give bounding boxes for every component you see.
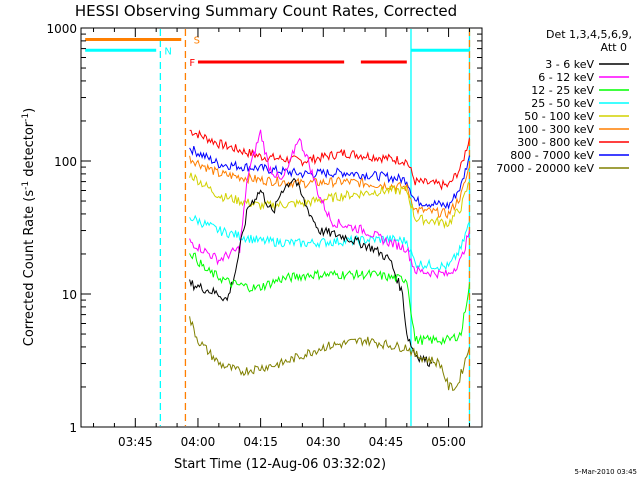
series-line-1 (189, 129, 470, 191)
y-axis-label-main: Corrected Count Rate (s (22, 190, 37, 347)
series-line-2 (189, 145, 470, 211)
flag-f-label: F (189, 58, 195, 69)
y-axis-label-end: ) (22, 108, 37, 113)
chart-title: HESSI Observing Summary Count Rates, Cor… (75, 2, 457, 20)
y-axis-label-sup2: -1 (21, 113, 31, 122)
y-axis-label-sup1: -1 (21, 181, 31, 190)
y-axis-label: Corrected Count Rate (s-1 detector-1) (21, 108, 37, 346)
series-line-7 (189, 177, 433, 368)
legend-label-3: 12 - 25 keV (531, 84, 594, 97)
legend-label-1: 3 - 6 keV (545, 58, 594, 71)
legend-label-9: 7000 - 20000 keV (496, 162, 594, 175)
marker-lines (159, 29, 471, 426)
series-line-6 (189, 129, 470, 280)
x-tick-label-6: 05:00 (431, 435, 466, 449)
footer-timestamp: 5-Mar-2010 03:45 (575, 468, 637, 476)
x-tick-label-1: 03:45 (118, 435, 153, 449)
flag-n-label: N (164, 46, 171, 57)
legend-label-6: 100 - 300 keV (517, 123, 594, 136)
legend-label-7: 300 - 800 keV (517, 136, 594, 149)
x-tick-label-3: 04:15 (243, 435, 278, 449)
y-tick-label-3: 100 (54, 155, 77, 169)
series-line-9 (189, 316, 470, 392)
y-axis-ticks: 1 10 100 1000 (46, 22, 482, 435)
legend-label-4: 25 - 50 keV (531, 97, 594, 110)
flag-s-label: S (194, 35, 200, 46)
x-tick-label-5: 04:45 (369, 435, 404, 449)
series-line-3 (189, 155, 470, 220)
flag-bars: S N F (85, 35, 470, 69)
legend-label-2: 6 - 12 keV (538, 71, 594, 84)
legend-label-8: 800 - 7000 keV (510, 149, 594, 162)
series-line-5 (189, 214, 470, 271)
y-tick-label-1: 1 (69, 421, 77, 435)
x-tick-label-2: 04:00 (181, 435, 216, 449)
series-line-8 (189, 252, 470, 346)
legend-header-line2: Att 0 (601, 41, 627, 54)
y-tick-label-4: 1000 (46, 22, 77, 36)
series-group (189, 129, 470, 392)
y-axis-label-mid: detector (22, 121, 37, 181)
legend-header-line1: Det 1,3,4,5,6,9, (546, 28, 632, 41)
x-axis-ticks: 03:45 04:00 04:15 04:30 04:45 05:00 (93, 28, 470, 449)
legend-label-5: 50 - 100 keV (524, 110, 594, 123)
x-axis-label: Start Time (12-Aug-06 03:32:02) (174, 457, 386, 472)
series-line-4 (189, 172, 470, 230)
y-tick-label-2: 10 (62, 288, 77, 302)
x-tick-label-4: 04:30 (306, 435, 341, 449)
